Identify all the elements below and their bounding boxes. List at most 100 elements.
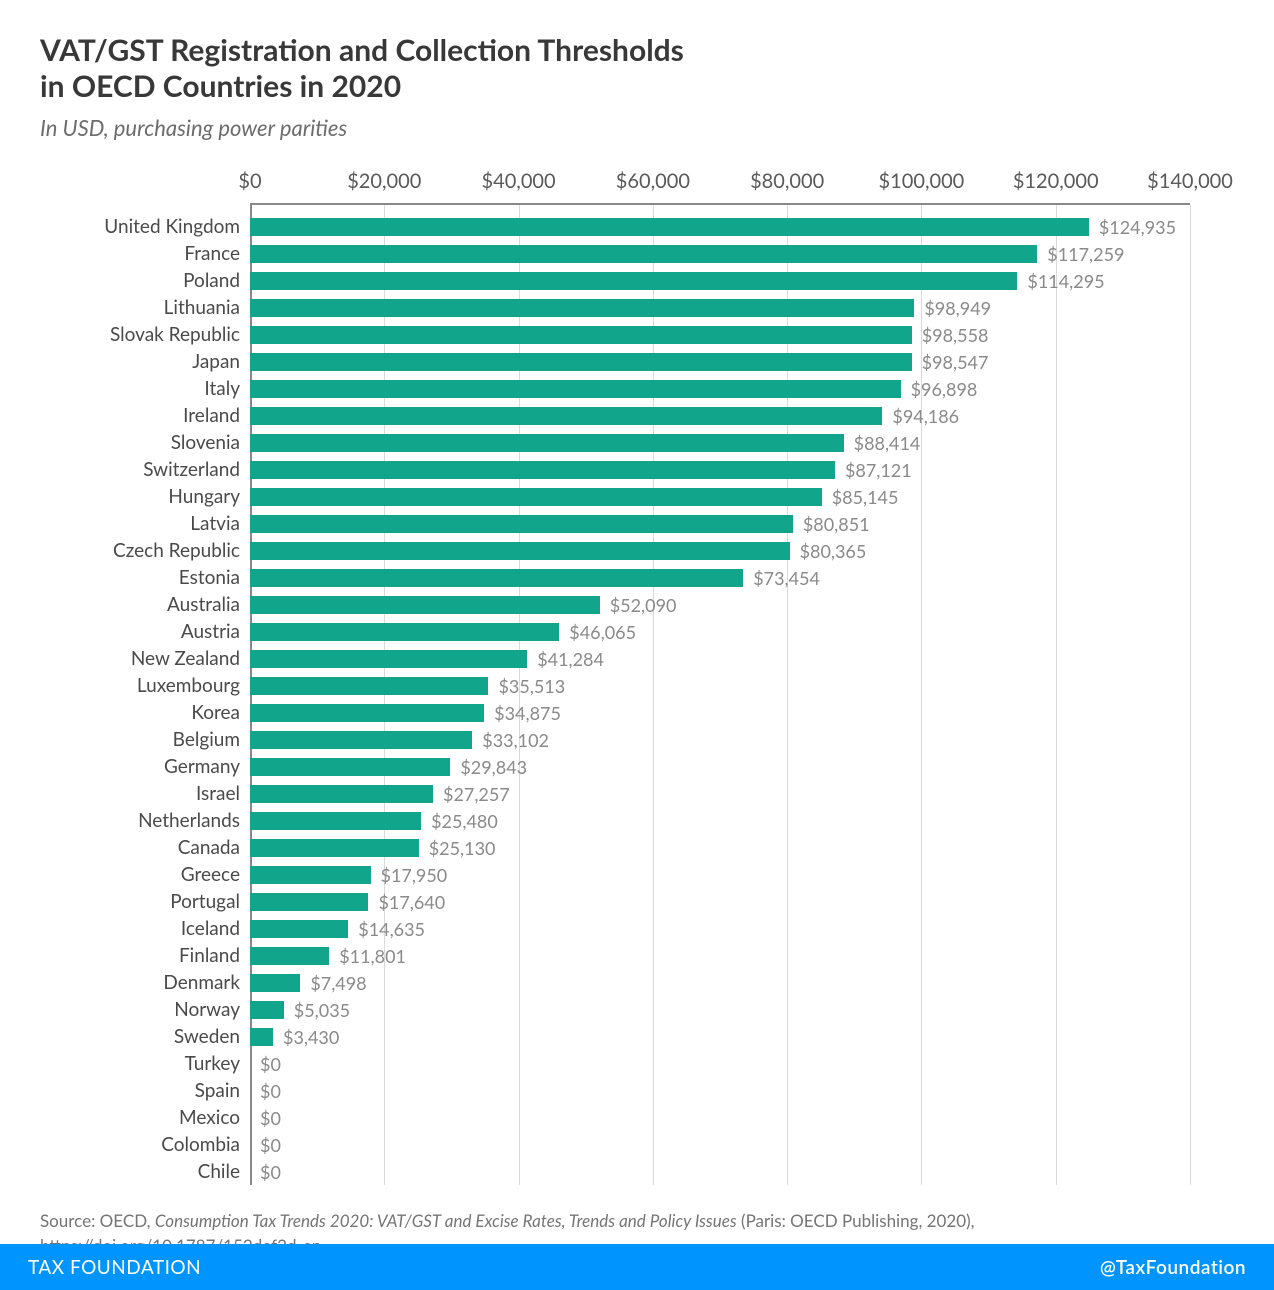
country-label: Italy bbox=[204, 377, 250, 400]
country-label: Finland bbox=[179, 944, 250, 967]
bar bbox=[250, 974, 300, 992]
bar-row: Korea$34,875 bbox=[250, 699, 1190, 726]
bar bbox=[250, 434, 844, 452]
x-tick-label: $100,000 bbox=[879, 169, 965, 193]
bar bbox=[250, 731, 472, 749]
country-label: Spain bbox=[195, 1079, 250, 1102]
bar-row: Netherlands$25,480 bbox=[250, 807, 1190, 834]
value-label: $33,102 bbox=[482, 729, 549, 751]
bar-row: Spain$0 bbox=[250, 1077, 1190, 1104]
bar bbox=[250, 596, 600, 614]
gridline bbox=[1190, 205, 1191, 1185]
bar bbox=[250, 461, 835, 479]
value-label: $17,640 bbox=[378, 891, 445, 913]
bar bbox=[250, 1001, 284, 1019]
value-label: $41,284 bbox=[537, 648, 604, 670]
value-label: $73,454 bbox=[753, 567, 820, 589]
bar-row: Ireland$94,186 bbox=[250, 402, 1190, 429]
bar-row: Greece$17,950 bbox=[250, 861, 1190, 888]
bar-row: Finland$11,801 bbox=[250, 942, 1190, 969]
bar bbox=[250, 272, 1017, 290]
value-label: $3,430 bbox=[283, 1026, 339, 1048]
value-label: $11,801 bbox=[339, 945, 406, 967]
bar bbox=[250, 758, 450, 776]
value-label: $5,035 bbox=[294, 999, 350, 1021]
bar-row: Luxembourg$35,513 bbox=[250, 672, 1190, 699]
country-label: Hungary bbox=[168, 485, 250, 508]
value-label: $14,635 bbox=[358, 918, 425, 940]
bar-row: New Zealand$41,284 bbox=[250, 645, 1190, 672]
bar bbox=[250, 677, 488, 695]
value-label: $25,480 bbox=[431, 810, 498, 832]
bar-row: Israel$27,257 bbox=[250, 780, 1190, 807]
value-label: $0 bbox=[260, 1161, 281, 1183]
bar bbox=[250, 785, 433, 803]
bar bbox=[250, 704, 484, 722]
footer-handle: @TaxFoundation bbox=[1100, 1256, 1246, 1279]
country-label: Portugal bbox=[170, 890, 250, 913]
country-label: Latvia bbox=[190, 512, 250, 535]
bar-row: France$117,259 bbox=[250, 240, 1190, 267]
country-label: Sweden bbox=[174, 1025, 250, 1048]
x-tick-label: $40,000 bbox=[481, 169, 555, 193]
country-label: Luxembourg bbox=[137, 674, 250, 697]
bar bbox=[250, 380, 901, 398]
country-label: Japan bbox=[192, 350, 250, 373]
bar-row: Mexico$0 bbox=[250, 1104, 1190, 1131]
value-label: $88,414 bbox=[854, 432, 921, 454]
bar-row: Germany$29,843 bbox=[250, 753, 1190, 780]
value-label: $0 bbox=[260, 1080, 281, 1102]
bar-row: Slovenia$88,414 bbox=[250, 429, 1190, 456]
bar-row: Poland$114,295 bbox=[250, 267, 1190, 294]
bar bbox=[250, 218, 1089, 236]
country-label: Ireland bbox=[183, 404, 250, 427]
bar bbox=[250, 542, 790, 560]
bar-row: Lithuania$98,949 bbox=[250, 294, 1190, 321]
x-tick-label: $140,000 bbox=[1147, 169, 1233, 193]
country-label: Lithuania bbox=[164, 296, 250, 319]
value-label: $80,365 bbox=[800, 540, 867, 562]
country-label: Canada bbox=[178, 836, 250, 859]
bar-row: Switzerland$87,121 bbox=[250, 456, 1190, 483]
x-tick-label: $0 bbox=[238, 169, 261, 193]
bar bbox=[250, 299, 914, 317]
country-label: Mexico bbox=[179, 1106, 250, 1129]
chart-page: VAT/GST Registration and Collection Thre… bbox=[0, 0, 1274, 1290]
bar-row: United Kingdom$124,935 bbox=[250, 213, 1190, 240]
bar bbox=[250, 650, 527, 668]
country-label: Iceland bbox=[181, 917, 250, 940]
value-label: $85,145 bbox=[832, 486, 899, 508]
bar-row: Italy$96,898 bbox=[250, 375, 1190, 402]
bar-row: Turkey$0 bbox=[250, 1050, 1190, 1077]
country-label: Czech Republic bbox=[113, 539, 250, 562]
bar-row: Slovak Republic$98,558 bbox=[250, 321, 1190, 348]
x-axis: $0$20,000$40,000$60,000$80,000$100,000$1… bbox=[250, 169, 1190, 203]
country-label: Austria bbox=[181, 620, 250, 643]
bar-row: Austria$46,065 bbox=[250, 618, 1190, 645]
bar bbox=[250, 569, 743, 587]
chart-area: $0$20,000$40,000$60,000$80,000$100,000$1… bbox=[250, 169, 1190, 1185]
x-tick-label: $20,000 bbox=[347, 169, 421, 193]
x-tick-label: $60,000 bbox=[616, 169, 690, 193]
bar-row: Iceland$14,635 bbox=[250, 915, 1190, 942]
country-label: Belgium bbox=[173, 728, 250, 751]
bar-row: Norway$5,035 bbox=[250, 996, 1190, 1023]
bar bbox=[250, 353, 912, 371]
value-label: $117,259 bbox=[1047, 243, 1124, 265]
value-label: $52,090 bbox=[610, 594, 677, 616]
value-label: $0 bbox=[260, 1107, 281, 1129]
bar-row: Belgium$33,102 bbox=[250, 726, 1190, 753]
bar-row: Japan$98,547 bbox=[250, 348, 1190, 375]
source-prefix: Source: OECD, bbox=[40, 1210, 155, 1231]
value-label: $0 bbox=[260, 1053, 281, 1075]
value-label: $124,935 bbox=[1099, 216, 1176, 238]
bar-row: Hungary$85,145 bbox=[250, 483, 1190, 510]
value-label: $94,186 bbox=[892, 405, 959, 427]
bar-row: Denmark$7,498 bbox=[250, 969, 1190, 996]
country-label: Poland bbox=[183, 269, 250, 292]
bar bbox=[250, 947, 329, 965]
value-label: $29,843 bbox=[460, 756, 527, 778]
bar-row: Australia$52,090 bbox=[250, 591, 1190, 618]
country-label: Germany bbox=[164, 755, 250, 778]
value-label: $17,950 bbox=[381, 864, 448, 886]
